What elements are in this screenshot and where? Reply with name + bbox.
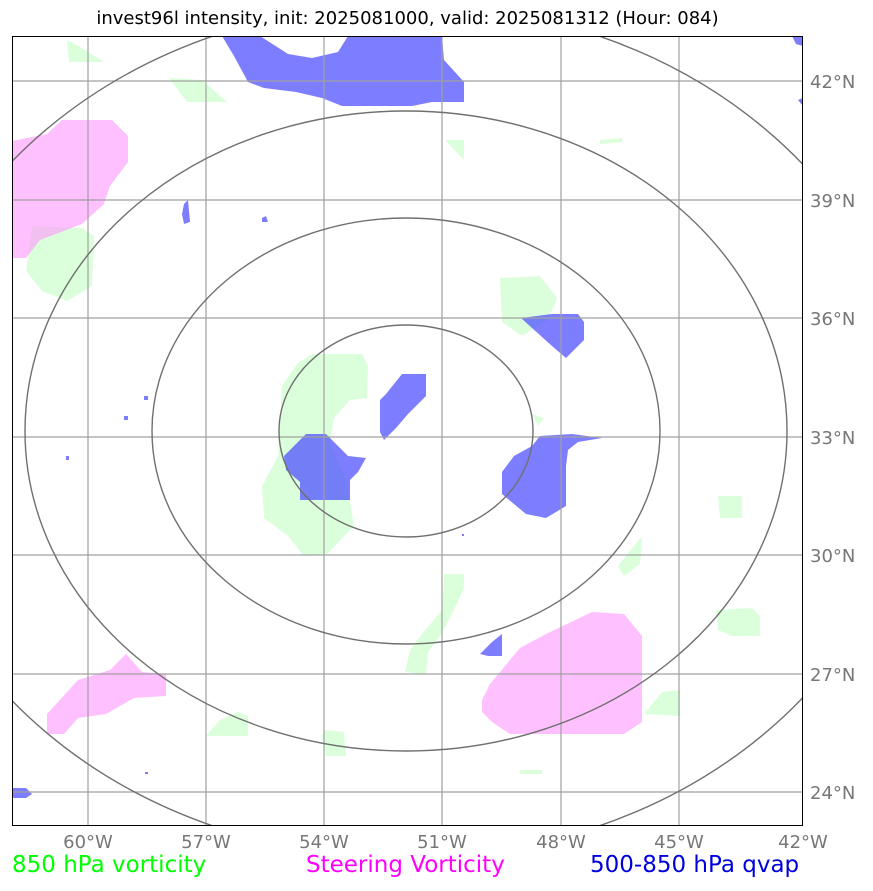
range-ring	[24, 110, 788, 752]
qvap-region	[521, 314, 584, 358]
lat-tick-label: 33°N	[810, 428, 855, 449]
vort850-region	[520, 770, 542, 774]
vort850-region	[26, 226, 94, 301]
vort850-region	[206, 712, 248, 736]
qvap-region	[12, 788, 32, 798]
vort850-region	[67, 40, 104, 62]
vort850-region	[618, 536, 642, 576]
lon-tick-label: 42°W	[778, 832, 828, 853]
range-ring	[278, 324, 534, 538]
vort850-region	[718, 496, 742, 518]
lon-tick-label: 45°W	[654, 832, 704, 853]
vort850-region	[644, 690, 680, 716]
steering-region	[12, 120, 128, 258]
qvap-region	[284, 434, 366, 500]
steering-region	[482, 612, 642, 734]
lat-tick-label: 36°N	[810, 309, 855, 330]
qvap-region	[262, 216, 268, 222]
map-svg: 42°N 39°N 36°N 33°N 30°N 27°N 24°N	[12, 36, 855, 826]
lat-tick-label: 27°N	[810, 665, 855, 686]
lat-labels: 42°N 39°N 36°N 33°N 30°N 27°N 24°N	[810, 72, 855, 804]
lat-tick-label: 39°N	[810, 191, 855, 212]
qvap-region	[798, 98, 803, 106]
qvap-region	[182, 200, 190, 224]
lon-tick-label: 48°W	[536, 832, 586, 853]
qvap-region	[480, 634, 502, 656]
lat-tick-label: 24°N	[810, 783, 855, 804]
lon-tick-label: 54°W	[299, 832, 349, 853]
legend-steering-vorticity: Steering Vorticity	[306, 852, 505, 878]
qvap-region	[222, 36, 464, 106]
lat-tick-label: 30°N	[810, 546, 855, 567]
lon-tick-label: 51°W	[417, 832, 467, 853]
vort850-region	[445, 140, 464, 160]
vort850-region	[405, 574, 464, 674]
legend-vort850: 850 hPa vorticity	[12, 852, 207, 878]
qvap-region	[792, 36, 803, 46]
vort850-region	[716, 608, 760, 636]
range-ring	[151, 217, 661, 645]
legend-qvap: 500-850 hPa qvap	[590, 852, 800, 878]
lon-tick-label: 57°W	[181, 832, 231, 853]
vort850-region	[169, 78, 227, 102]
map-panel: 42°N 39°N 36°N 33°N 30°N 27°N 24°N 60°W …	[12, 36, 855, 853]
map-border	[12, 36, 803, 826]
qvap-region	[145, 772, 148, 774]
qvap-region	[462, 534, 464, 536]
lon-tick-label: 60°W	[63, 832, 113, 853]
qvap-region	[124, 416, 128, 420]
range-rings	[12, 36, 803, 826]
lat-tick-label: 42°N	[810, 72, 855, 93]
qvap-region	[502, 434, 602, 518]
qvap-layer	[12, 36, 803, 798]
vort850-region	[532, 414, 544, 426]
vort850-region	[322, 730, 346, 756]
vort850-region	[600, 138, 622, 144]
lon-labels: 60°W 57°W 54°W 51°W 48°W 45°W 42°W	[63, 832, 828, 853]
qvap-region	[66, 456, 69, 460]
graticule	[12, 36, 803, 826]
qvap-region	[144, 396, 148, 400]
qvap-region	[380, 374, 426, 440]
figure-title: invest96l intensity, init: 2025081000, v…	[96, 8, 719, 29]
